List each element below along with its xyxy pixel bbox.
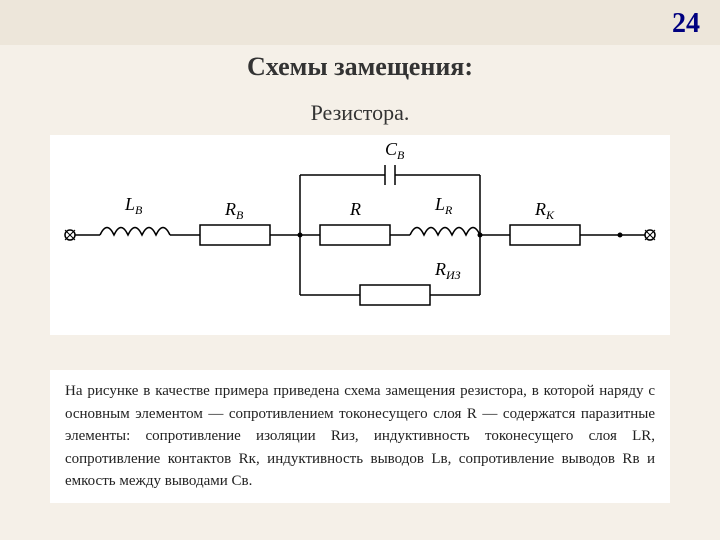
inductor-lr (410, 228, 480, 236)
label-rb: RB (224, 199, 244, 222)
label-lr: LR (434, 194, 453, 217)
description-text: На рисунке в качестве примера приведена … (50, 370, 670, 503)
node-3 (618, 233, 623, 238)
page-subtitle: Резистора. (0, 100, 720, 126)
label-riz: RИЗ (434, 259, 461, 282)
label-rk: RK (534, 199, 555, 222)
circuit-svg: СВ LB RB R LR RK RИЗ (50, 135, 670, 335)
label-cb: СВ (385, 139, 405, 162)
resistor-riz (360, 285, 430, 305)
page-number: 24 (672, 8, 700, 40)
header-pattern (0, 0, 720, 45)
resistor-r (320, 225, 390, 245)
label-lb: LB (124, 194, 143, 217)
circuit-diagram: СВ LB RB R LR RK RИЗ (50, 135, 670, 335)
resistor-rb (200, 225, 270, 245)
resistor-rk (510, 225, 580, 245)
inductor-lb (100, 228, 170, 236)
label-r: R (349, 199, 361, 219)
page-title: Схемы замещения: (0, 52, 720, 82)
